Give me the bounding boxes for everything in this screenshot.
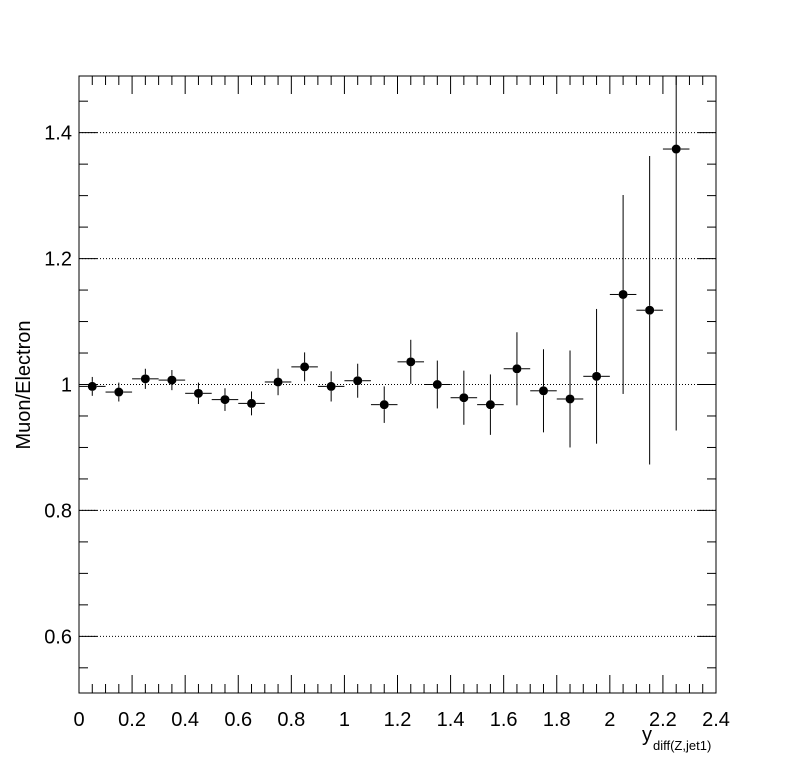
y-tick-label: 1.4 <box>44 123 72 145</box>
marker <box>300 362 310 372</box>
x-tick-label: 0.4 <box>171 709 199 731</box>
marker <box>459 393 469 403</box>
data-point <box>609 194 637 394</box>
marker <box>618 289 628 299</box>
data-point <box>158 370 186 391</box>
marker <box>645 305 655 315</box>
x-tick-label: 1.4 <box>437 709 465 731</box>
data-point <box>317 371 345 402</box>
x-tick-label: 2.4 <box>702 709 730 731</box>
x-axis-title: y <box>642 724 652 746</box>
data-points <box>79 76 690 465</box>
marker <box>379 400 389 410</box>
axis-ticks <box>78 76 717 693</box>
y-axis-title: Muon/Electron <box>13 321 35 450</box>
y-tick-labels: 0.6 0.8 1 1.2 1.4 <box>44 123 72 649</box>
marker <box>220 395 230 405</box>
x-tick-label: 2 <box>604 709 615 731</box>
data-point <box>264 368 292 396</box>
data-point <box>530 349 557 433</box>
data-point <box>344 363 371 398</box>
data-point <box>583 308 610 444</box>
marker <box>326 381 336 391</box>
x-tick-label: 1.2 <box>384 709 412 731</box>
data-point <box>132 368 159 389</box>
data-point <box>503 332 531 406</box>
marker <box>167 375 177 385</box>
x-tick-label: 1.6 <box>490 709 518 731</box>
marker <box>406 357 416 367</box>
marker <box>87 381 97 391</box>
marker <box>432 380 442 389</box>
x-tick-label: 1 <box>339 709 350 731</box>
x-tick-label: 2.2 <box>649 709 677 731</box>
data-point <box>450 370 478 425</box>
marker <box>193 388 203 398</box>
marker <box>592 371 602 381</box>
marker <box>273 377 283 387</box>
data-point <box>185 382 212 405</box>
y-tick-label: 1.2 <box>44 249 72 271</box>
x-tick-label: 0 <box>73 709 84 731</box>
x-tick-label: 0.2 <box>118 709 146 731</box>
data-point <box>291 352 318 382</box>
marker <box>538 386 548 396</box>
data-point <box>105 382 133 402</box>
data-point <box>662 76 690 431</box>
y-tick-label: 0.8 <box>44 500 72 522</box>
marker <box>247 398 257 408</box>
y-tick-label: 0.6 <box>44 626 72 648</box>
data-point <box>636 155 663 465</box>
data-point <box>424 360 451 409</box>
y-tick-label: 1 <box>61 375 72 397</box>
x-axis-title-subscript: diff(Z,jet1) <box>653 738 711 753</box>
data-point <box>556 350 584 448</box>
marker <box>512 364 522 374</box>
marker <box>114 387 124 397</box>
x-tick-label: 1.8 <box>543 709 571 731</box>
x-tick-label: 0.6 <box>224 709 252 731</box>
x-tick-labels: 0 0.2 0.4 0.6 0.8 1 1.2 1.4 1.6 1.8 2 2.2 2.4 <box>73 709 729 731</box>
x-tick-label: 0.8 <box>277 709 305 731</box>
marker <box>565 394 575 404</box>
data-point <box>211 388 239 411</box>
data-point <box>238 391 265 416</box>
marker <box>353 376 363 386</box>
marker <box>140 374 150 384</box>
data-point <box>477 374 504 435</box>
data-point <box>79 376 106 396</box>
plot-frame <box>78 75 717 694</box>
marker <box>671 144 681 154</box>
grid-lines <box>79 132 716 637</box>
data-point <box>370 386 398 423</box>
data-point <box>397 339 425 384</box>
marker <box>485 400 495 410</box>
